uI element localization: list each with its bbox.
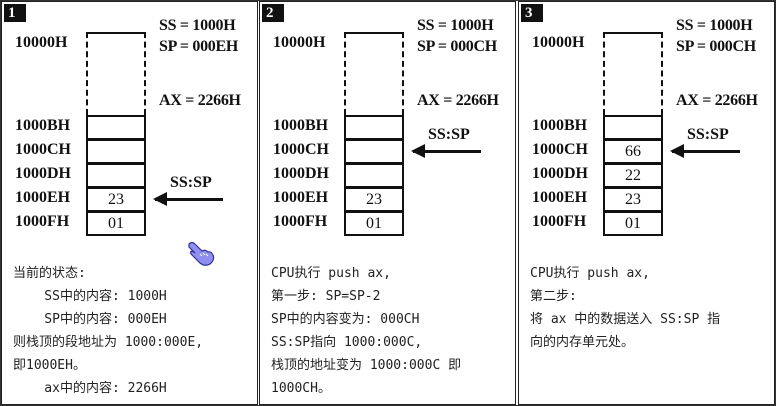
top-address-label: 10000H xyxy=(532,34,585,51)
description-line: 即1000EH。 xyxy=(13,358,86,373)
memory-address-label: 1000DH xyxy=(273,165,329,182)
description-line: 第一步: SP=SP-2 xyxy=(271,289,381,304)
memory-cell xyxy=(86,163,146,188)
memory-address-label: 1000FH xyxy=(532,213,587,230)
step-panel-2: 2 SS = 1000H SP = 000CH AX = 2266H 10000H 100… xyxy=(259,1,516,405)
top-address-label: 10000H xyxy=(273,34,326,51)
memory-address-label: 1000DH xyxy=(532,165,588,182)
memory-cell xyxy=(86,115,146,140)
description-line: ax中的内容: 2266H xyxy=(13,381,167,396)
description-line: SS:SP指向 1000:000C, xyxy=(271,335,423,350)
step-number-badge: 3 xyxy=(521,4,543,22)
stack-dashed-left-edge xyxy=(344,32,346,115)
ax-register-value: AX = 2266H xyxy=(676,92,758,109)
description-line: 栈顶的地址变为 1000:000C 即 xyxy=(271,358,462,373)
memory-address-label: 1000BH xyxy=(532,117,588,134)
ss-sp-pointer-label: SS:SP xyxy=(687,126,729,143)
memory-cell: 01 xyxy=(603,211,663,236)
memory-address-label: 1000EH xyxy=(15,189,71,206)
ss-sp-pointer-arrow xyxy=(670,144,740,158)
description-line: 1000CH。 xyxy=(271,381,331,396)
memory-address-label: 1000CH xyxy=(15,141,71,158)
ss-sp-pointer-label: SS:SP xyxy=(170,174,212,191)
description-line: 当前的状态: xyxy=(13,266,86,281)
ax-register-value: AX = 2266H xyxy=(159,92,241,109)
step-description: CPU执行 push ax, 第二步: 将 ax 中的数据送入 SS:SP 指向的内… xyxy=(530,262,720,354)
step-panel-3: 3 SS = 1000H SP = 000CH AX = 2266H 10000H 100… xyxy=(518,1,775,405)
description-line: CPU执行 push ax, xyxy=(530,266,650,281)
memory-cell: 66 xyxy=(603,139,663,164)
ax-register-value: AX = 2266H xyxy=(417,92,499,109)
description-line: SS中的内容: 1000H xyxy=(13,289,167,304)
ss-register-value: SS = 1000H xyxy=(159,17,236,34)
step-description: 当前的状态: SS中的内容: 1000H SP中的内容: 000EH 则栈顶的段地… xyxy=(13,262,203,400)
stack-top-border xyxy=(603,32,663,34)
description-line: 将 ax 中的数据送入 SS:SP 指 xyxy=(530,312,721,327)
stack-dashed-right-edge xyxy=(661,32,663,115)
memory-cell xyxy=(86,139,146,164)
memory-cell: 23 xyxy=(603,187,663,212)
description-line: SP中的内容变为: 000CH xyxy=(271,312,420,327)
stack-dashed-left-edge xyxy=(86,32,88,115)
stack-top-border xyxy=(344,32,404,34)
ss-sp-pointer-arrow xyxy=(153,192,223,206)
memory-cell xyxy=(344,115,404,140)
memory-address-label: 1000BH xyxy=(15,117,71,134)
stack-top-border xyxy=(86,32,146,34)
memory-address-label: 1000DH xyxy=(15,165,71,182)
memory-cell: 01 xyxy=(86,211,146,236)
ss-register-value: SS = 1000H xyxy=(676,17,753,34)
memory-cell: 23 xyxy=(86,187,146,212)
top-address-label: 10000H xyxy=(15,34,68,51)
description-line: 第二步: xyxy=(530,289,577,304)
hand-cursor-icon xyxy=(186,240,216,268)
memory-cell xyxy=(344,139,404,164)
stack-dashed-right-edge xyxy=(402,32,404,115)
step-number-badge: 2 xyxy=(262,4,284,22)
description-line: 则栈顶的段地址为 1000:000E, xyxy=(13,335,204,350)
memory-cell: 23 xyxy=(344,187,404,212)
step-panel-1: 1 SS = 1000H SP = 000EH AX = 2266H 10000H 100… xyxy=(1,1,258,405)
memory-address-label: 1000FH xyxy=(273,213,328,230)
step-number-badge: 1 xyxy=(4,4,26,22)
description-line: 向的内存单元处。 xyxy=(530,335,635,350)
memory-cell: 01 xyxy=(344,211,404,236)
memory-cell xyxy=(344,163,404,188)
memory-address-label: 1000CH xyxy=(532,141,588,158)
stack-dashed-left-edge xyxy=(603,32,605,115)
memory-cell: 22 xyxy=(603,163,663,188)
sp-register-value: SP = 000CH xyxy=(417,38,497,55)
memory-address-label: 1000FH xyxy=(15,213,70,230)
memory-address-label: 1000EH xyxy=(532,189,588,206)
memory-address-label: 1000CH xyxy=(273,141,329,158)
sp-register-value: SP = 000EH xyxy=(159,38,239,55)
sp-register-value: SP = 000CH xyxy=(676,38,756,55)
ss-sp-pointer-label: SS:SP xyxy=(428,126,470,143)
ss-register-value: SS = 1000H xyxy=(417,17,494,34)
stack-dashed-right-edge xyxy=(144,32,146,115)
ss-sp-pointer-arrow xyxy=(411,144,481,158)
memory-address-label: 1000EH xyxy=(273,189,329,206)
step-description: CPU执行 push ax, 第一步: SP=SP-2 SP中的内容变为: 000C… xyxy=(271,262,461,400)
memory-cell xyxy=(603,115,663,140)
description-line: SP中的内容: 000EH xyxy=(13,312,167,327)
description-line: CPU执行 push ax, xyxy=(271,266,391,281)
memory-address-label: 1000BH xyxy=(273,117,329,134)
